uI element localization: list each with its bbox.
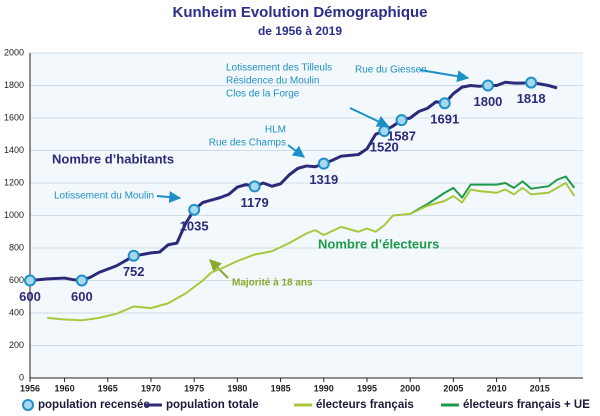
census-marker	[188, 203, 201, 216]
annotation: Lotissement du Moulin	[54, 191, 154, 202]
chart-subtitle: de 1956 à 2019	[258, 24, 342, 38]
annotation: Rue du Giessen	[355, 65, 427, 76]
census-marker	[248, 180, 261, 193]
x-tick-label: 1980	[227, 383, 247, 393]
annotation: Lotissement des Tilleuls	[226, 63, 332, 74]
y-tick-label: 0	[19, 372, 24, 382]
census-marker	[395, 114, 408, 127]
y-tick-label: 1800	[4, 80, 24, 90]
legend-label: électeurs français	[316, 399, 414, 411]
value-label: 1800	[473, 94, 502, 109]
value-label: 1179	[241, 195, 269, 210]
x-tick-label: 1956	[20, 383, 40, 393]
value-label: 1587	[387, 129, 416, 144]
census-marker	[75, 274, 88, 287]
value-label: 1520	[370, 139, 399, 154]
annotation: Nombre d’électeurs	[318, 236, 439, 251]
value-label: 1319	[309, 172, 338, 187]
x-tick-label: 2000	[400, 383, 420, 393]
chart-title: Kunheim Evolution Démographique	[172, 4, 427, 21]
annotation: Résidence du Moulin	[226, 76, 319, 87]
annotation: Majorité à 18 ans	[232, 278, 313, 289]
census-marker	[127, 249, 140, 262]
series-line	[47, 182, 576, 322]
annotation: Nombre d’habitants	[52, 151, 174, 166]
annotation: Rue des Champs	[209, 138, 286, 149]
y-tick-label: 200	[9, 340, 24, 350]
census-marker	[525, 76, 538, 89]
y-tick-label: 2000	[4, 47, 24, 57]
y-tick-label: 1000	[4, 210, 24, 220]
legend-swatch	[22, 399, 34, 411]
x-tick-label: 1985	[271, 383, 291, 393]
value-label: 1818	[517, 91, 546, 106]
y-tick-label: 600	[9, 275, 24, 285]
census-marker	[481, 79, 494, 92]
y-tick-label: 1600	[4, 112, 24, 122]
x-tick-label: 1975	[184, 383, 204, 393]
value-label: 752	[123, 264, 145, 279]
arrow	[156, 191, 182, 204]
x-tick-label: 1965	[98, 383, 118, 393]
y-tick-label: 800	[9, 242, 24, 252]
y-tick-label: 1200	[4, 177, 24, 187]
arrow	[287, 144, 305, 158]
x-tick-label: 1995	[357, 383, 377, 393]
arrow	[419, 69, 470, 83]
legend-label: population recensée	[38, 399, 150, 411]
annotation: Clos de la Forge	[226, 89, 300, 100]
census-marker	[378, 125, 391, 137]
census-marker	[24, 274, 36, 287]
value-label: 1691	[430, 112, 459, 127]
annotation: HLM	[265, 125, 286, 136]
x-tick-label: 1970	[141, 383, 161, 393]
value-label: 600	[71, 289, 93, 304]
value-label: 1035	[180, 218, 209, 233]
y-tick-label: 400	[9, 307, 24, 317]
legend-label: population totale	[166, 399, 259, 411]
x-tick-label: 2005	[443, 383, 463, 393]
y-tick-label: 1400	[4, 145, 24, 155]
x-tick-label: 1990	[314, 383, 334, 393]
arrow	[349, 107, 390, 127]
census-marker	[438, 97, 451, 110]
x-tick-label: 2010	[487, 383, 507, 393]
series-line	[409, 175, 576, 215]
census-marker	[317, 157, 330, 170]
value-label: 600	[19, 289, 41, 304]
x-tick-label: 2015	[530, 383, 550, 393]
x-tick-label: 1960	[55, 383, 75, 393]
legend-label: électeurs français + UE	[463, 399, 590, 411]
